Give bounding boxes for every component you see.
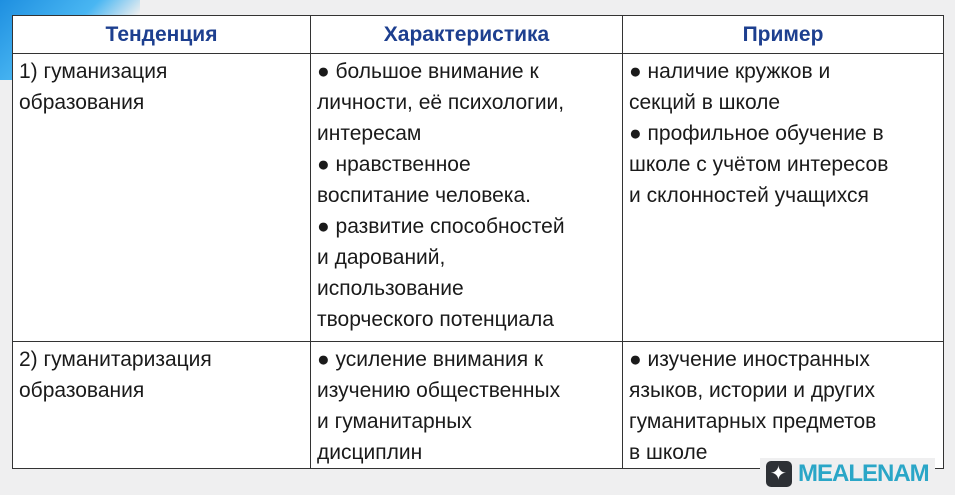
header-characteristic: Характеристика [310,15,623,54]
cell-example: ● наличие кружков и секций в школе ● профи… [622,53,944,342]
text-line: секций в школе [629,91,781,114]
cell-example: ● изучение иностранных языков, истории и … [622,341,944,469]
text-line: гуманитарных предметов [629,410,877,433]
text-line: языков, истории и других [629,379,875,402]
text-line: ● усиление внимания к [317,348,544,371]
header-example: Пример [622,15,944,54]
text-line: и дарований, [317,246,446,269]
text-line: изучению общественных [317,379,561,402]
text-line: ● нравственное [317,153,471,176]
table-row: 1) гуманизация образования ● большое вним… [12,53,944,342]
watermark-logo: MEALENAM [760,458,935,490]
table-row: 2) гуманитаризация образования ● усиление… [12,341,944,469]
cell-trend: 1) гуманизация образования [12,53,311,342]
cell-characteristic: ● большое внимание к личности, её психоло… [310,53,623,342]
text-line: образования [19,91,145,114]
text-line: ● изучение иностранных [629,348,870,371]
text-line: дисциплин [317,441,423,464]
text-line: ● большое внимание к [317,60,539,83]
cell-characteristic: ● усиление внимания к изучению общественн… [310,341,623,469]
watermark-text: MEALENAM [798,460,930,487]
text-line: личности, её психологии, [317,91,565,114]
text-line: интересам [317,122,422,145]
header-trend: Тенденция [12,15,311,54]
text-line: и склонностей учащихся [629,184,869,207]
text-line: ● развитие способностей [317,215,565,238]
text-line: 2) гуманитаризация [19,348,212,371]
text-line: в школе [629,441,708,464]
comparison-table: Тенденция Характеристика Пример 1) гуман… [12,15,944,469]
text-line: использование [317,277,464,300]
text-line: творческого потенциала [317,308,554,331]
text-line: 1) гуманизация [19,60,168,83]
text-line: воспитание человека. [317,184,531,207]
text-line: ● наличие кружков и [629,60,831,83]
header-row: Тенденция Характеристика Пример [12,15,944,54]
star-icon [766,461,792,487]
text-line: и гуманитарных [317,410,472,433]
text-line: образования [19,379,145,402]
text-line: ● профильное обучение в [629,122,884,145]
text-line: школе с учётом интересов [629,153,889,176]
cell-trend: 2) гуманитаризация образования [12,341,311,469]
